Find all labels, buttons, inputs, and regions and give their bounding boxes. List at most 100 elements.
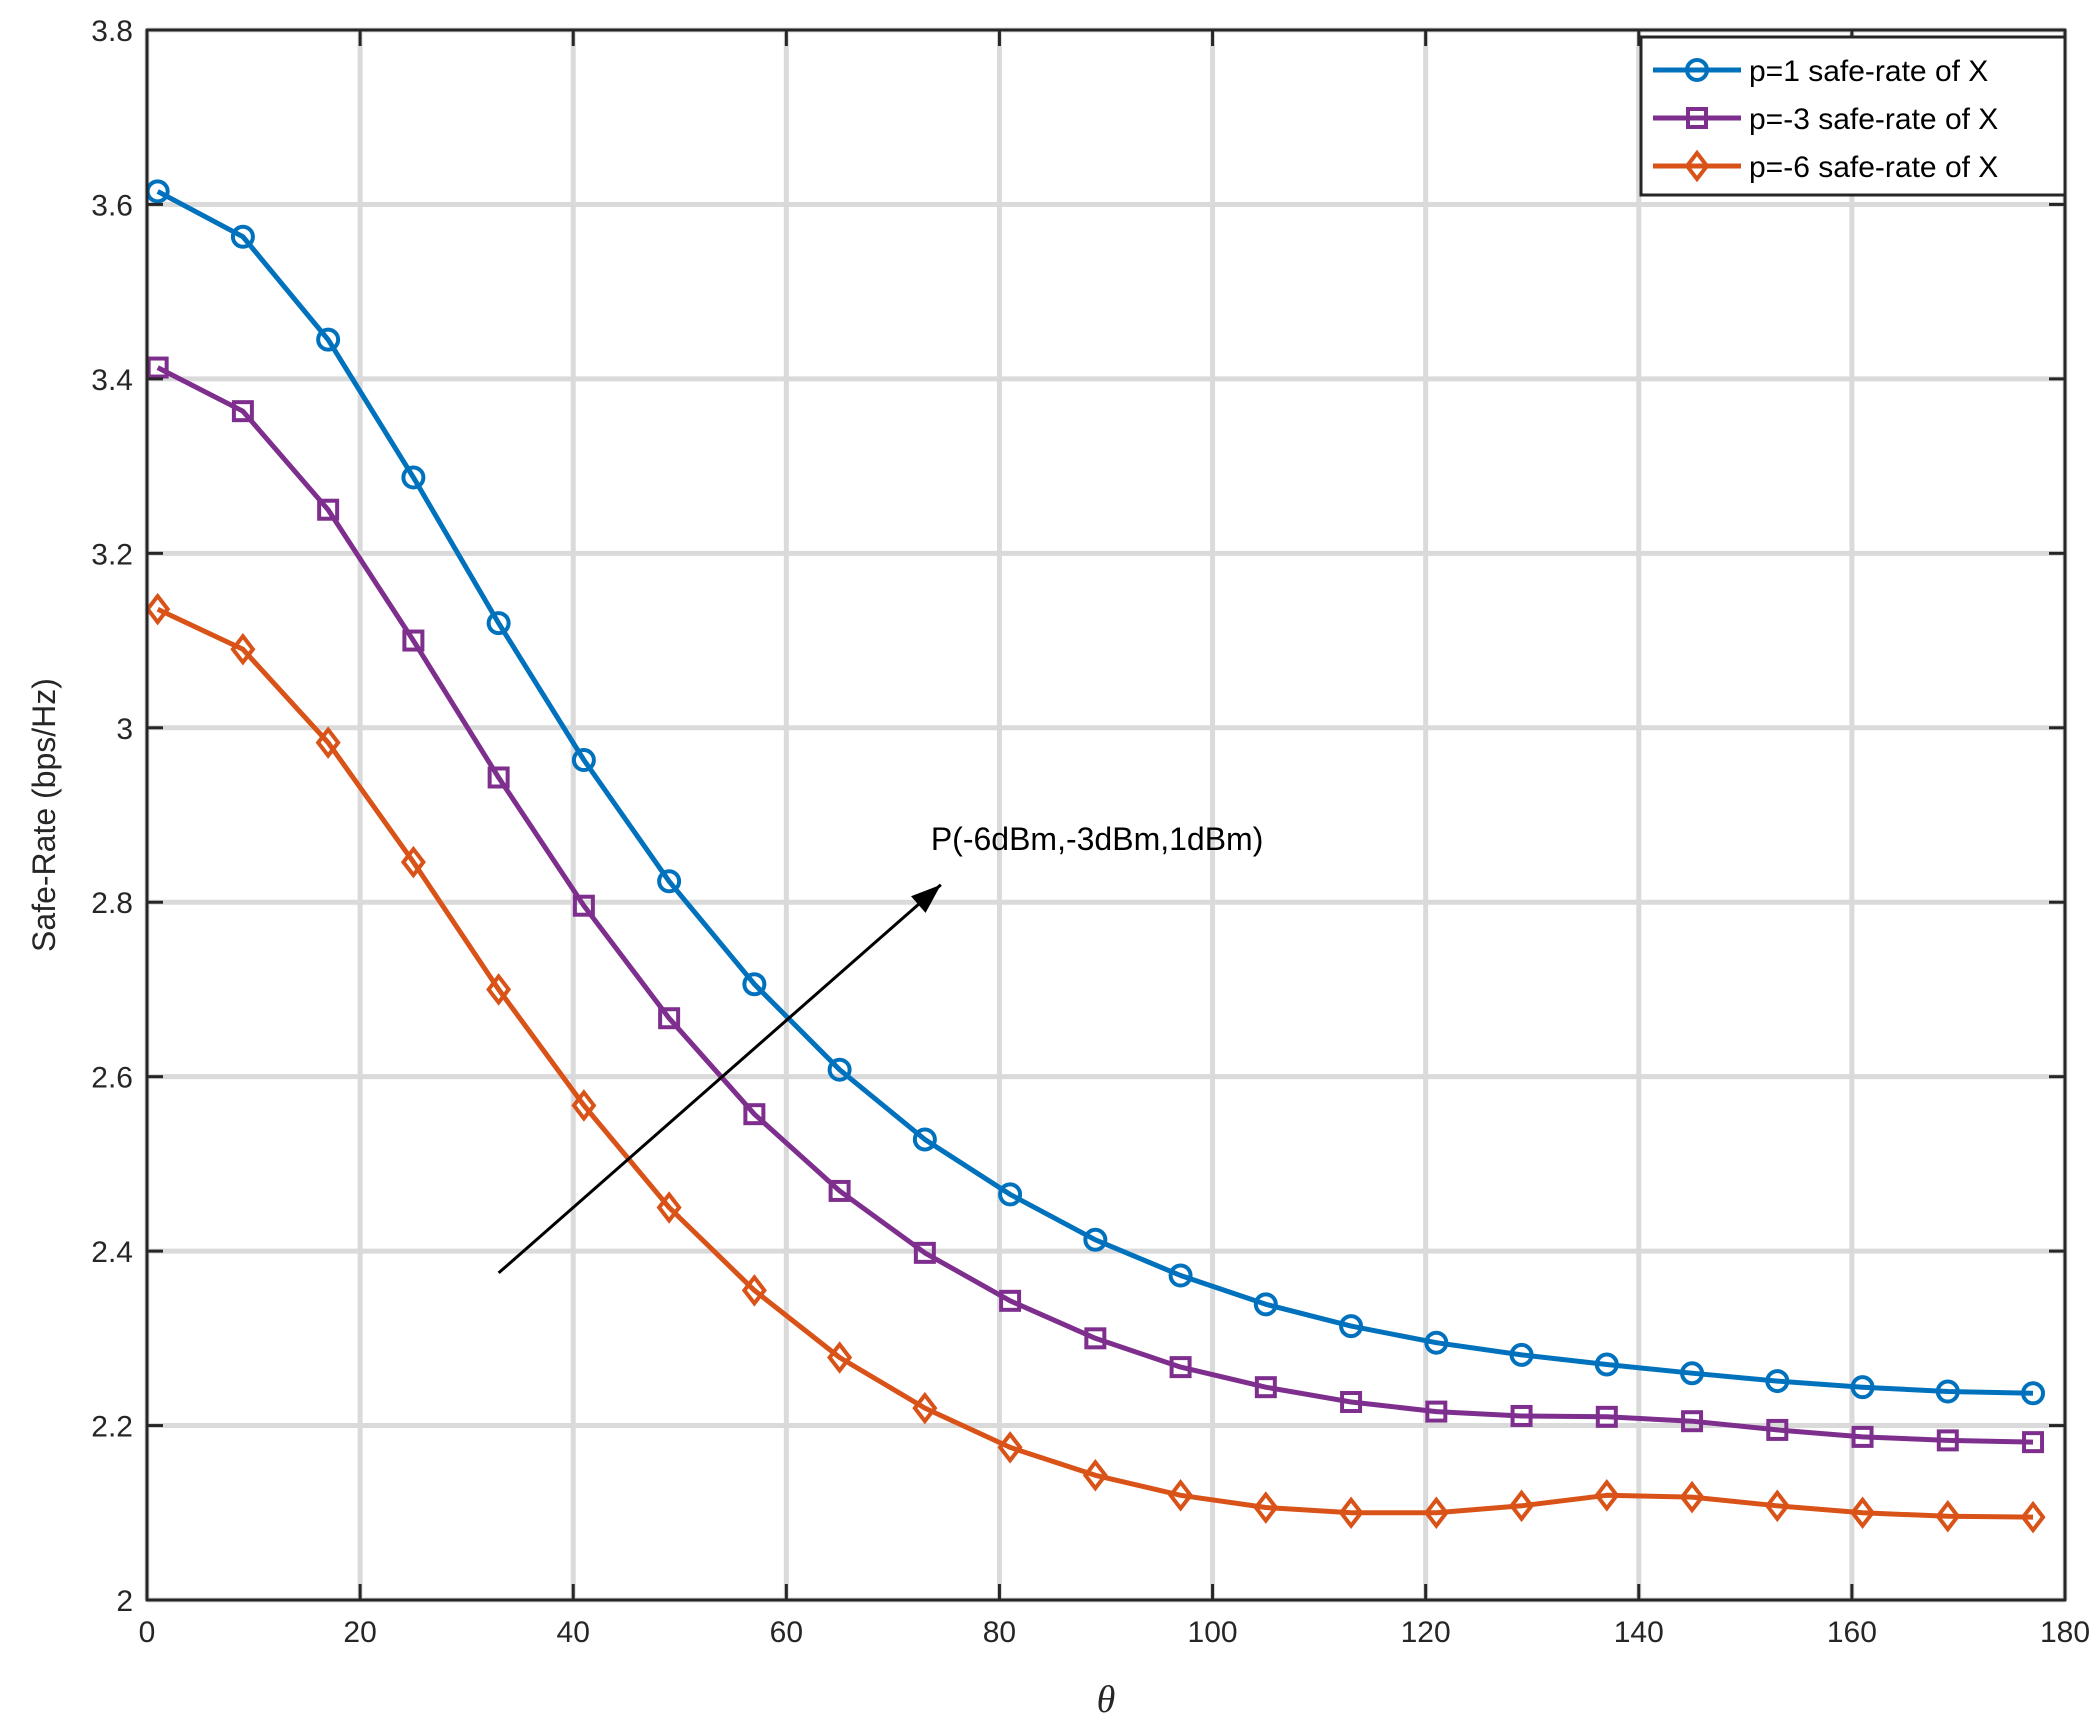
y-tick-label: 3.8 bbox=[91, 15, 133, 48]
x-tick-label: 20 bbox=[343, 1616, 376, 1649]
data-point bbox=[1594, 1352, 1619, 1377]
data-point bbox=[1764, 1489, 1790, 1523]
data-point bbox=[1509, 1342, 1534, 1367]
annotation-arrow-head bbox=[911, 884, 941, 913]
data-point bbox=[742, 972, 767, 997]
data-point bbox=[1679, 1480, 1705, 1514]
y-tick-label: 3 bbox=[116, 713, 133, 746]
x-tick-label: 0 bbox=[139, 1616, 156, 1649]
legend-label: p=1 safe-rate of X bbox=[1749, 55, 1988, 88]
data-point bbox=[1765, 1369, 1790, 1394]
series-layer bbox=[145, 179, 2046, 1534]
data-point bbox=[230, 224, 255, 249]
data-point bbox=[1850, 1375, 1875, 1400]
data-point bbox=[1935, 1379, 1960, 1404]
y-axis-label: Safe-Rate (bps/Hz) bbox=[26, 678, 62, 952]
data-point bbox=[1936, 1429, 1959, 1452]
data-point bbox=[998, 1182, 1023, 1207]
data-point bbox=[146, 356, 169, 379]
data-point bbox=[912, 1127, 937, 1152]
series-circle bbox=[145, 179, 2046, 1406]
y-tick-label: 3.2 bbox=[91, 538, 133, 571]
data-point bbox=[316, 327, 341, 352]
data-point bbox=[1083, 1227, 1108, 1252]
data-point bbox=[1084, 1327, 1107, 1350]
data-point bbox=[1680, 1361, 1705, 1386]
data-point bbox=[1509, 1489, 1535, 1523]
data-point bbox=[743, 1103, 766, 1126]
data-point bbox=[912, 1391, 938, 1425]
data-point bbox=[656, 1191, 682, 1224]
data-point bbox=[487, 766, 510, 789]
data-point bbox=[1082, 1458, 1108, 1492]
data-point bbox=[231, 400, 254, 423]
data-point bbox=[828, 1179, 851, 1202]
series-line bbox=[156, 365, 2034, 1445]
data-point bbox=[1850, 1496, 1876, 1530]
data-point bbox=[315, 726, 341, 759]
annotation-arrow-line bbox=[497, 883, 942, 1275]
y-tick-label: 2 bbox=[116, 1585, 133, 1618]
x-tick-label: 180 bbox=[2040, 1616, 2090, 1649]
data-point bbox=[1935, 1499, 1961, 1533]
x-axis-label: θ bbox=[1097, 1679, 1116, 1718]
y-tick-label: 2.6 bbox=[91, 1062, 133, 1095]
series-diamond bbox=[145, 592, 2046, 1534]
data-point bbox=[145, 592, 171, 626]
data-point bbox=[997, 1431, 1023, 1464]
y-tick-label: 2.4 bbox=[91, 1236, 133, 1269]
data-point bbox=[827, 1057, 852, 1082]
data-point bbox=[401, 465, 426, 490]
data-point bbox=[1595, 1405, 1618, 1428]
data-point bbox=[1168, 1263, 1193, 1288]
data-point bbox=[317, 498, 340, 521]
data-point bbox=[400, 845, 426, 879]
data-point bbox=[1340, 1391, 1363, 1414]
y-tick-label: 2.8 bbox=[91, 887, 133, 920]
data-point bbox=[2020, 1500, 2046, 1534]
tick-labels: 0 20 40 60 80 100 120 140 160 180 2 2.2 2.4 2.6 2.8 3 3.… bbox=[91, 15, 2090, 1649]
x-tick-label: 160 bbox=[1827, 1616, 1877, 1649]
x-tick-label: 60 bbox=[770, 1616, 803, 1649]
data-point bbox=[571, 748, 596, 773]
series-square bbox=[146, 356, 2045, 1454]
x-tick-label: 80 bbox=[983, 1616, 1016, 1649]
data-point bbox=[913, 1241, 936, 1264]
x-tick-label: 40 bbox=[557, 1616, 590, 1649]
legend-marker bbox=[1685, 58, 1709, 82]
data-point bbox=[1254, 1376, 1277, 1399]
data-point bbox=[230, 632, 256, 666]
data-point bbox=[1594, 1479, 1620, 1512]
data-point bbox=[402, 629, 425, 652]
legend: p=1 safe-rate of X p=-3 safe-rate of X p=-… bbox=[1639, 35, 2067, 197]
annotation-text: P(-6dBm,-3dBm,1dBm) bbox=[931, 821, 1264, 857]
axes-box bbox=[145, 28, 2067, 1602]
x-tick-label: 100 bbox=[1188, 1616, 1238, 1649]
data-point bbox=[1253, 1292, 1278, 1317]
data-point bbox=[1339, 1314, 1364, 1339]
axes bbox=[145, 28, 2067, 1602]
data-point bbox=[572, 894, 595, 917]
data-point bbox=[1169, 1356, 1192, 1379]
y-tick-label: 3.6 bbox=[91, 189, 133, 222]
x-tick-label: 140 bbox=[1614, 1616, 1664, 1649]
data-point bbox=[1851, 1425, 1874, 1448]
data-point bbox=[2022, 1431, 2045, 1454]
legend-marker bbox=[1686, 107, 1708, 129]
data-point bbox=[486, 611, 511, 636]
data-point bbox=[657, 869, 682, 894]
data-point bbox=[658, 1007, 681, 1030]
data-point bbox=[1424, 1330, 1449, 1355]
legend-label: p=-3 safe-rate of X bbox=[1749, 103, 1998, 136]
data-point bbox=[1253, 1491, 1279, 1524]
data-point bbox=[1168, 1479, 1194, 1512]
data-point bbox=[486, 973, 512, 1006]
plot-area bbox=[147, 30, 2065, 1600]
x-tick-label: 120 bbox=[1401, 1616, 1451, 1649]
legend-label: p=-6 safe-rate of X bbox=[1749, 151, 1998, 184]
data-point bbox=[1681, 1410, 1704, 1433]
data-point bbox=[2021, 1381, 2046, 1406]
series-line bbox=[156, 606, 2034, 1520]
data-point bbox=[999, 1289, 1022, 1312]
